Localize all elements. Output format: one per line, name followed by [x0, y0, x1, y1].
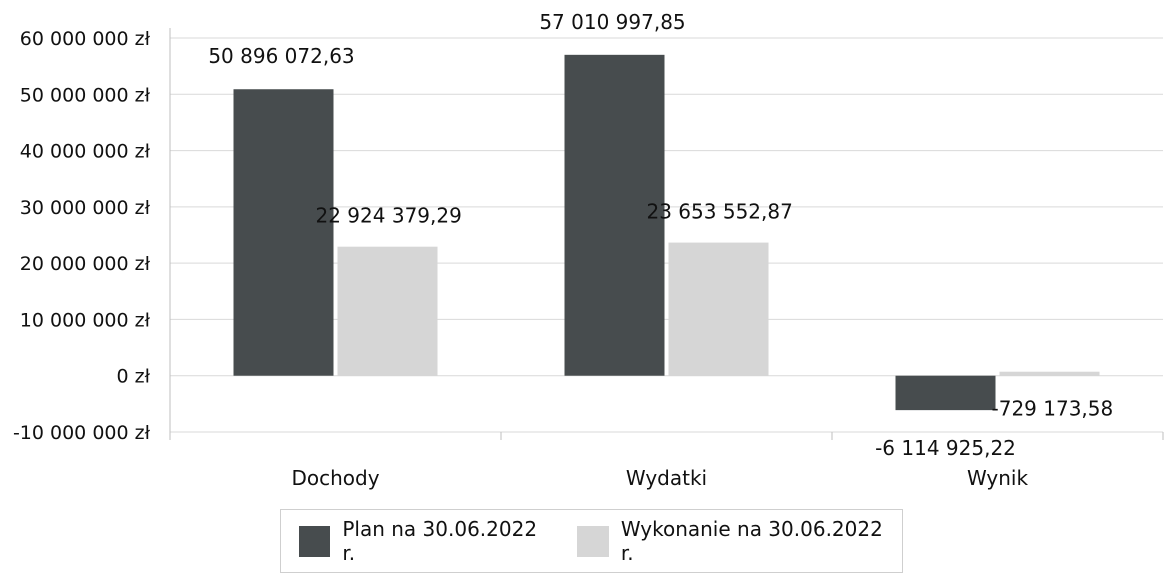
y-tick-label: 40 000 000 zł [20, 141, 151, 163]
legend-item-plan: Plan na 30.06.2022 r. [299, 517, 545, 565]
legend: Plan na 30.06.2022 r. Wykonanie na 30.06… [280, 509, 903, 573]
legend-swatch-wykonanie [577, 525, 609, 557]
y-tick-label: 60 000 000 zł [20, 28, 151, 50]
bar-wykonanie [668, 242, 769, 376]
data-label: -6 114 925,22 [875, 436, 1016, 460]
bar-chart: 60 000 000 zł 50 000 000 zł 40 000 000 zł 3… [13, 10, 1164, 490]
y-tick-label: 30 000 000 zł [20, 197, 151, 219]
bar-plan [233, 89, 334, 376]
y-tick-label: 20 000 000 zł [20, 253, 151, 275]
legend-swatch-plan [299, 525, 331, 557]
legend-item-wykonanie: Wykonanie na 30.06.2022 r. [577, 517, 888, 565]
bar-plan [564, 54, 665, 376]
data-label: -729 173,58 [992, 397, 1114, 421]
data-label: 57 010 997,85 [539, 10, 685, 34]
data-label: 22 924 379,29 [316, 204, 462, 228]
bar-wykonanie [999, 371, 1100, 376]
legend-label-wykonanie: Wykonanie na 30.06.2022 r. [620, 517, 883, 565]
y-tick-label: 10 000 000 zł [20, 309, 151, 331]
legend-label-plan: Plan na 30.06.2022 r. [342, 517, 538, 565]
y-tick-label: 50 000 000 zł [20, 84, 151, 106]
x-tick-label: Wynik [967, 466, 1028, 490]
x-tick-label: Wydatki [626, 466, 707, 490]
data-label: 23 653 552,87 [647, 200, 793, 224]
y-tick-label: -10 000 000 zł [13, 422, 151, 444]
y-tick-label: 0 zł [116, 366, 150, 388]
bar-wykonanie [337, 246, 438, 376]
x-tick-label: Dochody [291, 466, 379, 490]
bar-plan [895, 375, 996, 411]
data-label: 50 896 072,63 [208, 44, 354, 68]
